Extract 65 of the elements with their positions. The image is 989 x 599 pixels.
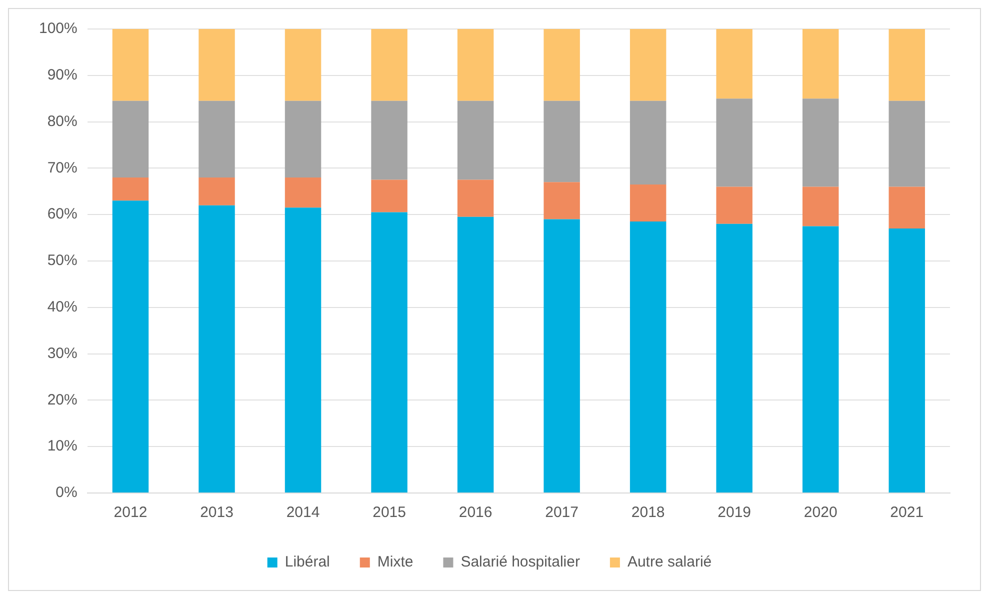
bar [802,29,839,99]
y-tick-label: 60% [47,206,78,223]
bar [457,180,494,217]
bar [198,100,235,178]
bar [457,29,494,101]
bar [112,100,149,178]
bar [198,205,235,492]
y-tick-label: 40% [47,298,78,316]
y-tick-label: 90% [47,66,78,84]
y-tick-label: 0% [56,484,78,502]
bar [457,216,494,492]
x-tick-label: 2015 [372,504,406,522]
y-tick-label: 70% [47,159,78,176]
bar [716,29,752,99]
x-tick-label: 2013 [200,504,234,522]
bar [888,100,925,187]
bar [284,100,322,178]
bar [371,212,408,492]
bar [112,200,149,492]
legend-label: Mixte [377,554,414,571]
bar [112,177,149,201]
bar [457,100,494,180]
bar [371,100,408,180]
bar [802,98,839,187]
x-tick-label: 2012 [114,504,148,522]
bar [802,226,839,492]
x-tick-label: 2019 [718,504,752,522]
bar [112,29,149,101]
y-tick-label: 80% [47,112,78,130]
bar [630,29,666,101]
bar [198,177,235,206]
y-tick-label: 100% [38,20,78,38]
bar [544,100,580,182]
bar [544,219,580,492]
bar [888,228,925,492]
legend-label: Autre salarié [627,554,712,571]
bar [371,180,408,212]
y-tick-label: 30% [47,344,78,362]
bar [716,224,752,492]
bar [284,208,322,492]
bar [371,29,408,101]
x-tick-label: 2020 [804,504,838,522]
bar [630,222,666,492]
bar [716,186,752,224]
bar [544,29,580,101]
y-tick-label: 50% [47,252,78,270]
y-tick-label: 10% [47,438,78,455]
x-tick-label: 2017 [545,504,578,522]
bar [888,29,925,101]
legend-label: Salarié hospitalier [460,554,580,571]
bar [716,98,752,187]
x-tick-label: 2014 [286,504,320,522]
bar [630,100,666,184]
legend-label: Libéral [284,554,330,571]
bar [802,186,839,226]
bar [284,177,322,208]
bar [630,184,666,222]
x-tick-label: 2016 [458,504,492,522]
bar [544,182,580,220]
x-tick-label: 2021 [890,504,924,522]
y-tick-label: 20% [47,391,78,408]
bar [284,29,322,101]
bar [198,29,235,101]
x-tick-label: 2018 [631,504,665,522]
bar [888,186,925,229]
